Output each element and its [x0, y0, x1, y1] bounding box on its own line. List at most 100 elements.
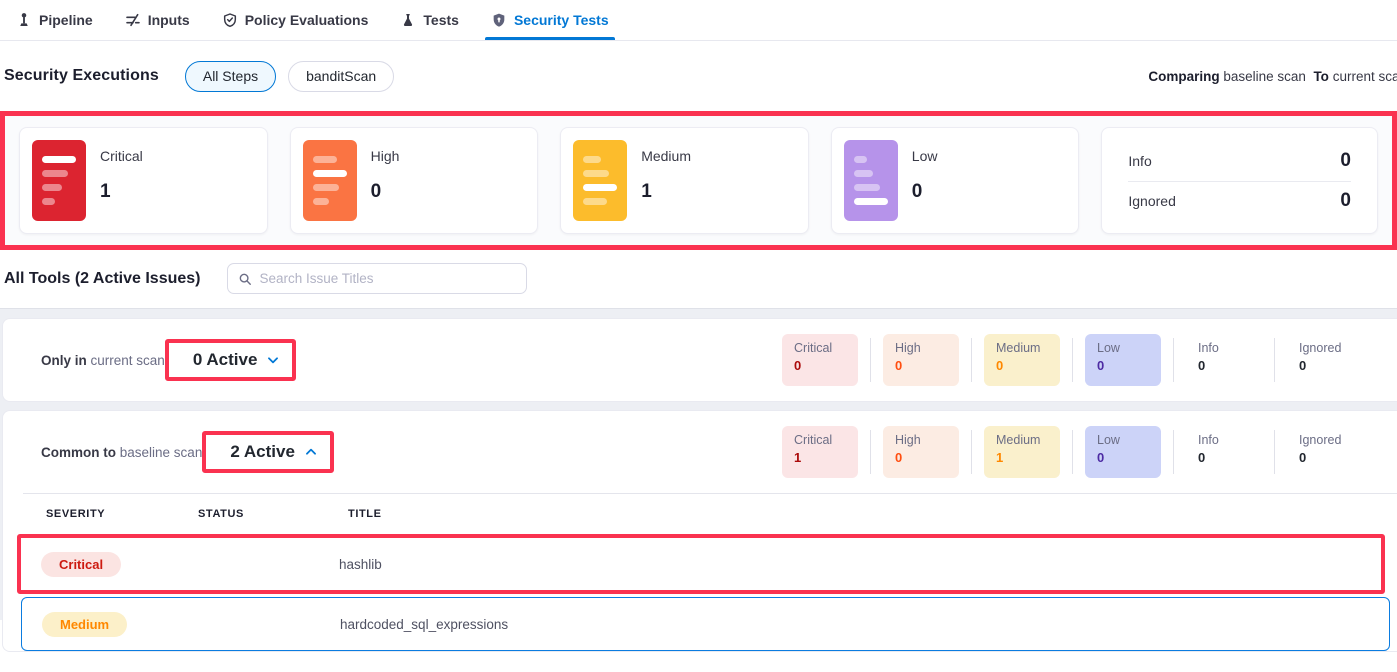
chip-label: High — [895, 341, 921, 355]
flask-icon — [404, 14, 413, 26]
chip-info: Info 0 — [1186, 426, 1262, 478]
all-tools-row: All Tools (2 Active Issues) — [0, 250, 1397, 308]
common-to-baseline-header: Common to baseline scan 2 Active Critica… — [3, 411, 1397, 493]
chip-low: Low 0 — [1085, 426, 1161, 478]
comparing-from: baseline scan — [1223, 68, 1306, 84]
chevron-up-icon — [305, 448, 316, 455]
tab-security-tests[interactable]: Security Tests — [484, 0, 615, 40]
info-row: Info 0 — [1128, 142, 1351, 181]
ignored-label: Ignored — [1128, 192, 1176, 209]
chip-label: Critical — [794, 433, 833, 447]
all-tools-title: All Tools (2 Active Issues) — [4, 269, 201, 287]
chip-label: Critical — [794, 341, 833, 355]
tab-policy-evaluations[interactable]: Policy Evaluations — [220, 0, 371, 40]
severity-card-label: High — [370, 148, 400, 164]
severity-card-value: 1 — [641, 181, 652, 202]
scope-name: baseline scan — [119, 444, 203, 460]
only-in-current-scan-header: Only in current scan 0 Active Critical 0… — [3, 319, 1397, 401]
chip-label: Ignored — [1299, 341, 1342, 355]
tab-label: Security Tests — [513, 12, 609, 28]
scan-scope-label: Common to baseline scan — [41, 445, 202, 460]
chip-label: Medium — [996, 433, 1041, 447]
issue-title: hardcoded_sql_expressions — [340, 616, 509, 632]
scan-comparison-section: Only in current scan 0 Active Critical 0… — [0, 308, 1397, 652]
column-header-severity: SEVERITY — [46, 508, 106, 520]
chip-value: 0 — [794, 358, 802, 373]
search-icon — [239, 273, 251, 285]
high-severity-icon — [302, 140, 357, 221]
active-count-dropdown[interactable]: 2 Active — [218, 435, 330, 469]
issue-search-box[interactable] — [226, 263, 527, 294]
chip-value: 0 — [1198, 450, 1206, 465]
severity-card-medium: Medium 1 — [560, 127, 809, 234]
only-in-current-scan-card: Only in current scan 0 Active Critical 0… — [2, 318, 1397, 402]
scope-name: current scan — [90, 352, 165, 368]
chip-label: High — [895, 433, 921, 447]
chip-value: 0 — [996, 358, 1004, 373]
tab-label: Tests — [423, 12, 459, 28]
comparing-to: current scan — [1332, 68, 1397, 84]
severity-cell: Critical — [41, 551, 189, 577]
annotation-box-severity-cards: Critical 1 High 0 Medium 1 Low 0 — [0, 111, 1397, 250]
active-count-label: 2 Active — [230, 442, 295, 461]
inputs-icon — [125, 13, 140, 27]
ignored-value: 0 — [1340, 189, 1351, 211]
annotation-box-issue-row: Critical hashlib — [17, 534, 1385, 594]
tab-label: Inputs — [147, 12, 190, 28]
tab-tests[interactable]: Tests — [398, 0, 461, 40]
chip-info: Info 0 — [1186, 334, 1262, 386]
column-header-title: TITLE — [348, 508, 382, 520]
severity-card-value: 0 — [911, 181, 923, 202]
severity-card-critical: Critical 1 — [19, 127, 268, 234]
chip-label: Low — [1097, 341, 1120, 355]
tab-label: Pipeline — [39, 12, 93, 28]
severity-chips: Critical 1 High 0 Medium 1 Low 0 Info — [782, 426, 1387, 478]
active-count-dropdown[interactable]: 0 Active — [180, 343, 293, 377]
scan-scope-label: Only in current scan — [41, 353, 165, 368]
issue-title: hashlib — [339, 556, 382, 572]
scope-prefix: Common to — [41, 444, 116, 460]
severity-chips: Critical 0 High 0 Medium 0 Low 0 Info — [782, 334, 1387, 386]
tab-pipeline[interactable]: Pipeline — [14, 0, 95, 40]
filter-pill-all-steps[interactable]: All Steps — [184, 60, 277, 92]
chip-value: 0 — [1299, 358, 1307, 373]
chip-value: 0 — [895, 358, 903, 373]
severity-cards-band: Critical 1 High 0 Medium 1 Low 0 — [5, 116, 1392, 245]
info-value: 0 — [1340, 150, 1351, 171]
chip-ignored: Ignored 0 — [1287, 334, 1363, 386]
severity-card-value: 0 — [370, 181, 382, 202]
issue-row-hardcoded-sql-expressions[interactable]: Medium hardcoded_sql_expressions — [21, 597, 1390, 651]
ignored-row: Ignored 0 — [1128, 180, 1351, 220]
chip-value: 0 — [895, 450, 903, 465]
critical-severity-icon — [32, 140, 86, 221]
security-shield-icon — [493, 13, 505, 27]
chip-value: 1 — [996, 450, 1004, 465]
chip-high: High 0 — [883, 426, 959, 478]
issues-table-header: SEVERITY STATUS TITLE — [3, 494, 1397, 530]
tab-inputs[interactable]: Inputs — [123, 0, 192, 40]
low-severity-icon — [843, 140, 898, 221]
annotation-box-common-to-dropdown: 2 Active — [202, 431, 334, 473]
policy-shield-check-icon — [223, 13, 236, 28]
security-executions-header: Security Executions All Steps banditScan… — [0, 41, 1397, 111]
filter-pill-banditscan[interactable]: banditScan — [288, 60, 395, 92]
severity-card-high: High 0 — [289, 127, 539, 234]
chevron-down-icon — [268, 357, 279, 364]
severity-badge-medium: Medium — [42, 611, 128, 637]
scope-prefix: Only in — [41, 352, 87, 368]
info-label: Info — [1128, 153, 1152, 169]
severity-card-value: 1 — [100, 181, 111, 202]
page-title: Security Executions — [4, 67, 159, 84]
chip-value: 0 — [1097, 358, 1105, 373]
step-filter-pills: All Steps banditScan — [184, 60, 395, 92]
comparing-text: Comparing baseline scan To current scan — [1148, 69, 1397, 84]
issue-row-hashlib[interactable]: Critical hashlib — [21, 538, 1381, 590]
search-input[interactable] — [259, 271, 516, 286]
divider — [23, 493, 1397, 494]
chip-high: High 0 — [883, 334, 959, 386]
comparing-label: Comparing — [1148, 68, 1220, 84]
severity-card-label: Critical — [100, 148, 143, 164]
column-header-status: STATUS — [198, 508, 244, 520]
chip-label: Low — [1097, 433, 1120, 447]
active-count-label: 0 Active — [192, 350, 258, 369]
